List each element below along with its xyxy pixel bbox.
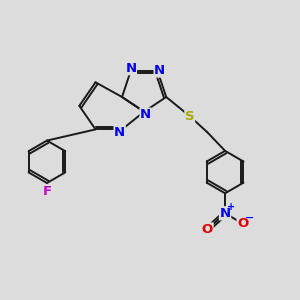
Text: −: − [244, 213, 254, 223]
Text: N: N [140, 108, 151, 121]
Text: S: S [185, 110, 195, 123]
Text: O: O [202, 223, 213, 236]
Text: O: O [237, 217, 248, 230]
Text: N: N [154, 64, 165, 77]
Text: F: F [42, 185, 52, 198]
Text: N: N [220, 207, 231, 220]
Text: N: N [114, 126, 125, 139]
Text: +: + [227, 202, 235, 212]
Text: N: N [125, 61, 136, 75]
